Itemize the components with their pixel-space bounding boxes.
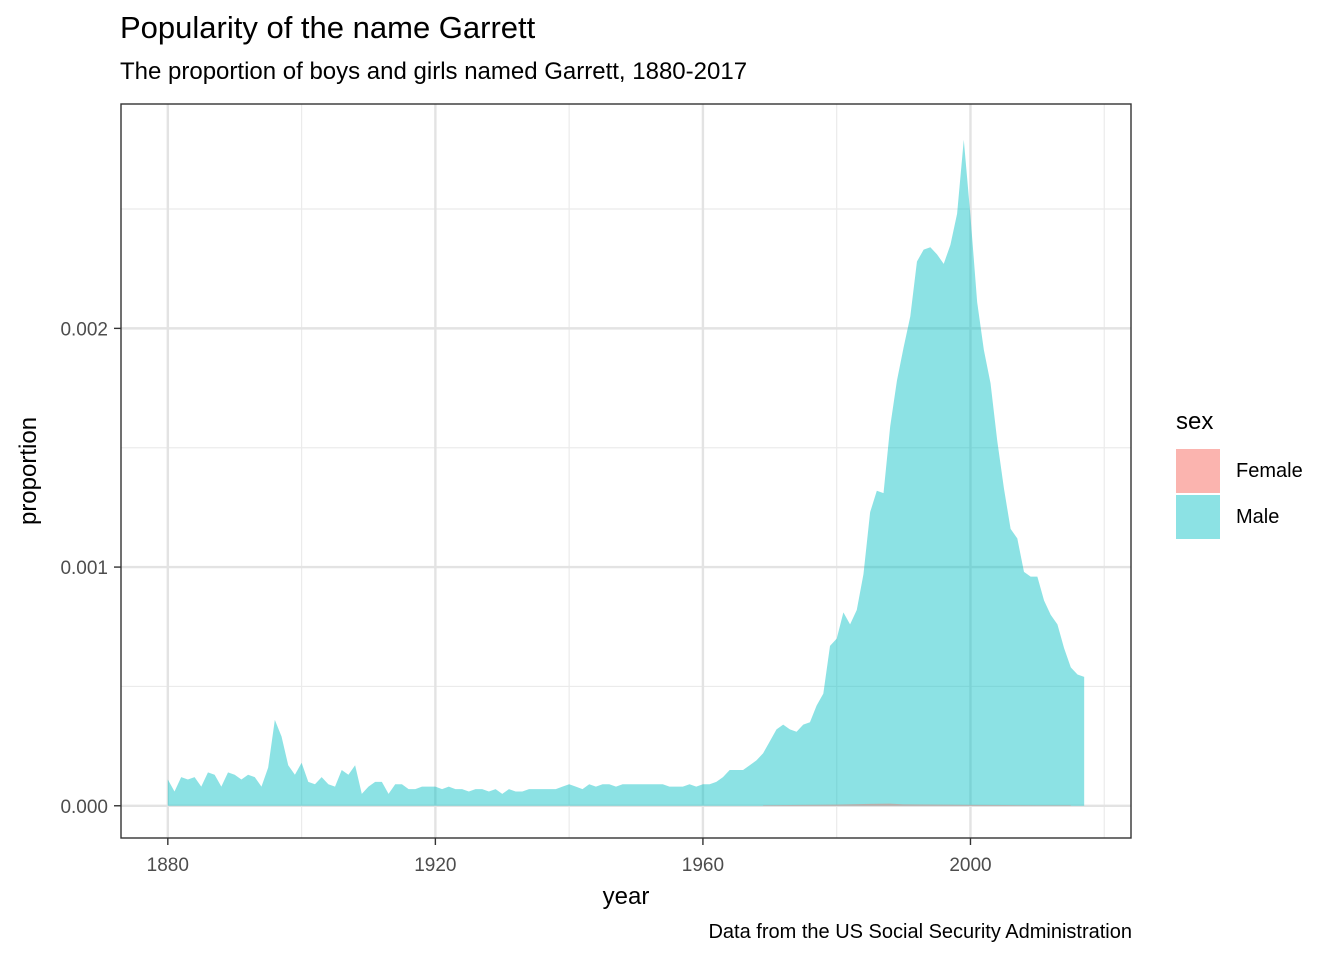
legend-key-male: [1176, 495, 1220, 539]
x-tick-label: 1920: [414, 855, 456, 876]
x-tick-label: 2000: [949, 855, 991, 876]
area-female: [763, 803, 1071, 806]
legend-label-male: Male: [1236, 505, 1280, 528]
y-axis-title: proportion: [15, 417, 42, 525]
y-tick-label: 0.002: [60, 319, 108, 340]
grid-major: [121, 104, 1131, 838]
grid-minor: [121, 104, 1131, 838]
legend-title: sex: [1176, 408, 1214, 435]
y-tick-label: 0.000: [60, 797, 108, 818]
legend-item-male: Male: [1176, 494, 1303, 540]
legend-item-female: Female: [1176, 448, 1303, 494]
chart-caption: Data from the US Social Security Adminis…: [708, 921, 1132, 943]
legend-key-female: [1176, 449, 1220, 493]
area-layer: [167, 139, 1085, 806]
x-tick-label: 1880: [147, 855, 189, 876]
x-tick-label: 1960: [682, 855, 724, 876]
area-male: [167, 139, 1085, 806]
panel-border: [120, 103, 1132, 839]
x-axis-title: year: [603, 883, 650, 910]
x-axis: 1880 1920 1960 2000: [147, 838, 992, 876]
legend: sex Female Male: [1176, 408, 1303, 540]
y-axis: 0.000 0.001 0.002: [60, 319, 121, 818]
chart-title: Popularity of the name Garrett: [120, 10, 536, 45]
y-tick-label: 0.001: [60, 558, 108, 579]
legend-label-female: Female: [1236, 459, 1303, 482]
chart-subtitle: The proportion of boys and girls named G…: [120, 58, 748, 85]
